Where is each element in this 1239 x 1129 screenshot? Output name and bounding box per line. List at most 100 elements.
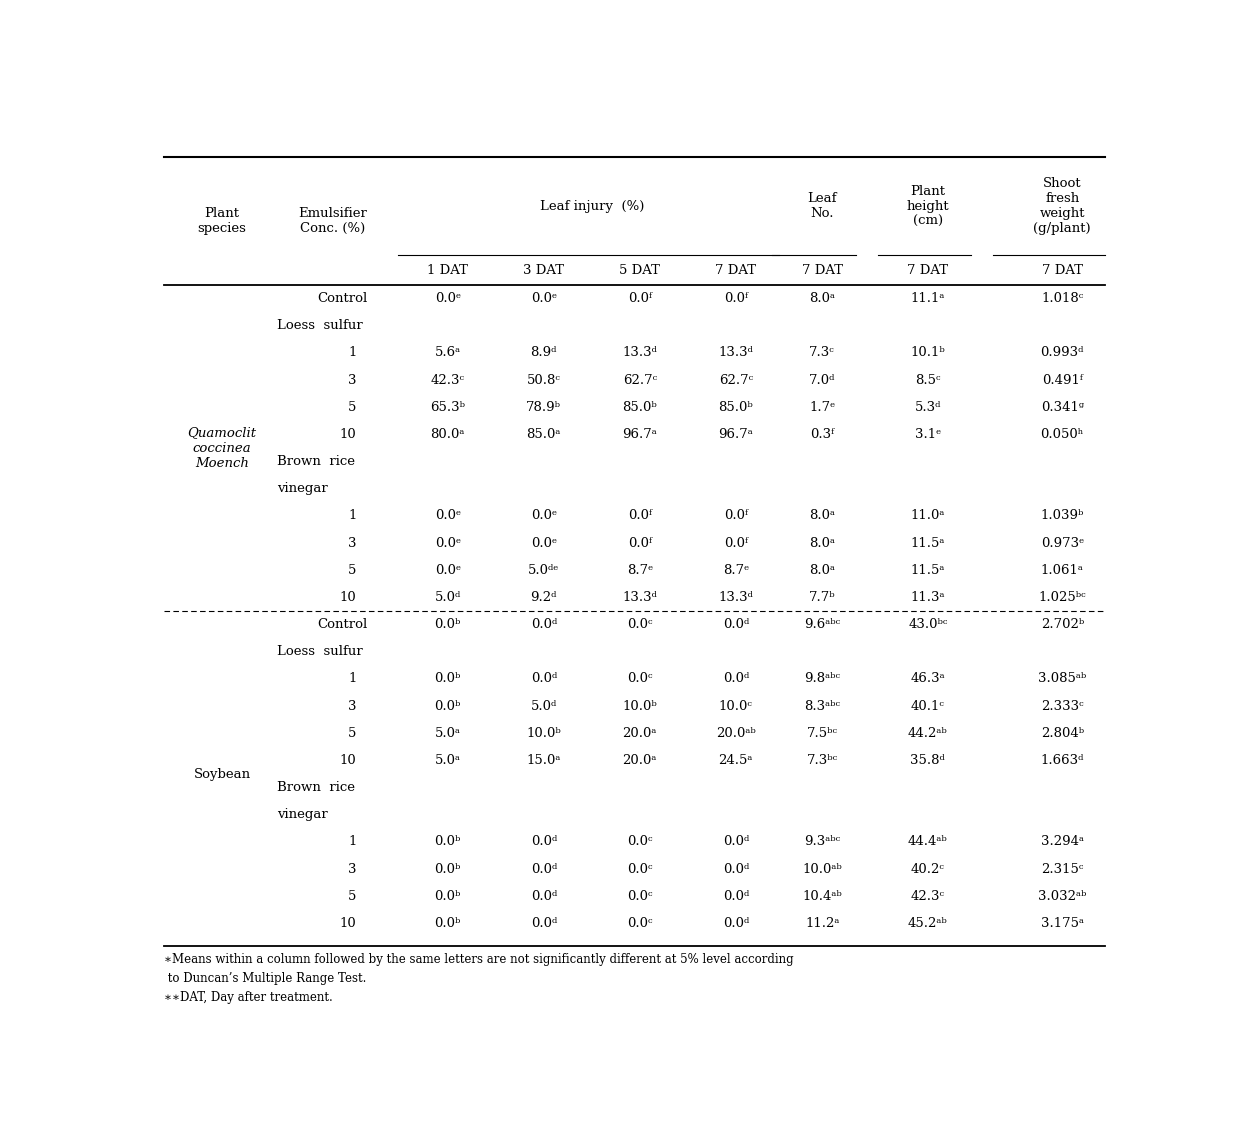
Text: 5: 5 xyxy=(348,563,357,577)
Text: 0.0ᶠ: 0.0ᶠ xyxy=(724,509,748,523)
Text: 5.6ᵃ: 5.6ᵃ xyxy=(435,347,461,359)
Text: 20.0ᵃᵇ: 20.0ᵃᵇ xyxy=(716,727,756,739)
Text: Plant
species: Plant species xyxy=(198,207,247,235)
Text: 5 DAT: 5 DAT xyxy=(620,264,660,277)
Text: 0.050ʰ: 0.050ʰ xyxy=(1041,428,1084,441)
Text: 13.3ᵈ: 13.3ᵈ xyxy=(719,590,753,604)
Text: 1.025ᵇᶜ: 1.025ᵇᶜ xyxy=(1038,590,1087,604)
Text: 5.0ᵃ: 5.0ᵃ xyxy=(435,727,461,739)
Text: 0.0ᵈ: 0.0ᵈ xyxy=(722,863,748,876)
Text: 42.3ᶜ: 42.3ᶜ xyxy=(431,374,465,386)
Text: 7.3ᵇᶜ: 7.3ᵇᶜ xyxy=(807,754,838,767)
Text: 0.0ᵉ: 0.0ᵉ xyxy=(530,536,556,550)
Text: 11.3ᵃ: 11.3ᵃ xyxy=(911,590,945,604)
Text: 3.032ᵃᵇ: 3.032ᵃᵇ xyxy=(1038,890,1087,903)
Text: 0.0ᶜ: 0.0ᶜ xyxy=(627,835,653,848)
Text: 11.1ᵃ: 11.1ᵃ xyxy=(911,292,945,305)
Text: 9.8ᵃᵇᶜ: 9.8ᵃᵇᶜ xyxy=(804,673,840,685)
Text: 44.2ᵃᵇ: 44.2ᵃᵇ xyxy=(908,727,948,739)
Text: 1: 1 xyxy=(348,673,357,685)
Text: 13.3ᵈ: 13.3ᵈ xyxy=(622,590,657,604)
Text: 0.0ᵉ: 0.0ᵉ xyxy=(530,509,556,523)
Text: 40.1ᶜ: 40.1ᶜ xyxy=(911,700,945,712)
Text: 42.3ᶜ: 42.3ᶜ xyxy=(911,890,945,903)
Text: 7 DAT: 7 DAT xyxy=(1042,264,1083,277)
Text: 80.0ᵃ: 80.0ᵃ xyxy=(431,428,465,441)
Text: 96.7ᵃ: 96.7ᵃ xyxy=(719,428,753,441)
Text: 10.4ᵃᵇ: 10.4ᵃᵇ xyxy=(803,890,843,903)
Text: 0.0ᵈ: 0.0ᵈ xyxy=(722,673,748,685)
Text: 0.0ᶠ: 0.0ᶠ xyxy=(628,292,652,305)
Text: 3: 3 xyxy=(348,536,357,550)
Text: Brown  rice: Brown rice xyxy=(276,455,354,469)
Text: 8.5ᶜ: 8.5ᶜ xyxy=(916,374,940,386)
Text: vinegar: vinegar xyxy=(276,482,327,496)
Text: 10.0ᵇ: 10.0ᵇ xyxy=(622,700,657,712)
Text: 0.0ᵉ: 0.0ᵉ xyxy=(435,292,461,305)
Text: 78.9ᵇ: 78.9ᵇ xyxy=(527,401,561,413)
Text: 0.0ᵉ: 0.0ᵉ xyxy=(435,509,461,523)
Text: 3: 3 xyxy=(348,863,357,876)
Text: 9.6ᵃᵇᶜ: 9.6ᵃᵇᶜ xyxy=(804,618,840,631)
Text: 0.491ᶠ: 0.491ᶠ xyxy=(1042,374,1083,386)
Text: 3.175ᵃ: 3.175ᵃ xyxy=(1041,917,1084,930)
Text: 0.0ᵉ: 0.0ᵉ xyxy=(435,563,461,577)
Text: 15.0ᵃ: 15.0ᵃ xyxy=(527,754,561,767)
Text: 62.7ᶜ: 62.7ᶜ xyxy=(623,374,657,386)
Text: 2.804ᵇ: 2.804ᵇ xyxy=(1041,727,1084,739)
Text: 0.0ᶜ: 0.0ᶜ xyxy=(627,618,653,631)
Text: 5: 5 xyxy=(348,727,357,739)
Text: 0.0ᵇ: 0.0ᵇ xyxy=(435,917,461,930)
Text: 9.3ᵃᵇᶜ: 9.3ᵃᵇᶜ xyxy=(804,835,840,848)
Text: 46.3ᵃ: 46.3ᵃ xyxy=(911,673,945,685)
Text: 0.0ᵈ: 0.0ᵈ xyxy=(530,917,556,930)
Text: Emulsifier
Conc. (%): Emulsifier Conc. (%) xyxy=(299,207,367,235)
Text: 10.0ᵃᵇ: 10.0ᵃᵇ xyxy=(803,863,843,876)
Text: 5.0ᵈᵉ: 5.0ᵈᵉ xyxy=(528,563,560,577)
Text: 7.3ᶜ: 7.3ᶜ xyxy=(809,347,835,359)
Text: 20.0ᵃ: 20.0ᵃ xyxy=(623,754,657,767)
Text: 0.0ᵈ: 0.0ᵈ xyxy=(722,917,748,930)
Text: 0.0ᶠ: 0.0ᶠ xyxy=(724,292,748,305)
Text: 65.3ᵇ: 65.3ᵇ xyxy=(430,401,465,413)
Text: 10.0ᵇ: 10.0ᵇ xyxy=(527,727,561,739)
Text: 5: 5 xyxy=(348,890,357,903)
Text: 0.0ᵈ: 0.0ᵈ xyxy=(530,835,556,848)
Text: 96.7ᵃ: 96.7ᵃ xyxy=(622,428,657,441)
Text: 0.0ᶜ: 0.0ᶜ xyxy=(627,890,653,903)
Text: 5.0ᵈ: 5.0ᵈ xyxy=(435,590,461,604)
Text: 7 DAT: 7 DAT xyxy=(802,264,843,277)
Text: 0.3ᶠ: 0.3ᶠ xyxy=(810,428,834,441)
Text: Brown  rice: Brown rice xyxy=(276,781,354,794)
Text: 11.2ᵃ: 11.2ᵃ xyxy=(805,917,839,930)
Text: 8.3ᵃᵇᶜ: 8.3ᵃᵇᶜ xyxy=(804,700,840,712)
Text: 10.0ᶜ: 10.0ᶜ xyxy=(719,700,753,712)
Text: 5.0ᵈ: 5.0ᵈ xyxy=(530,700,556,712)
Text: 0.0ᵇ: 0.0ᵇ xyxy=(435,835,461,848)
Text: 7 DAT: 7 DAT xyxy=(907,264,948,277)
Text: 10: 10 xyxy=(339,590,357,604)
Text: 0.0ᵈ: 0.0ᵈ xyxy=(530,863,556,876)
Text: 2.315ᶜ: 2.315ᶜ xyxy=(1041,863,1083,876)
Text: 3: 3 xyxy=(348,700,357,712)
Text: 0.0ᵉ: 0.0ᵉ xyxy=(530,292,556,305)
Text: 5.3ᵈ: 5.3ᵈ xyxy=(914,401,942,413)
Text: 0.0ᵈ: 0.0ᵈ xyxy=(530,673,556,685)
Text: 0.0ᵈ: 0.0ᵈ xyxy=(722,618,748,631)
Text: 7.5ᵇᶜ: 7.5ᵇᶜ xyxy=(807,727,838,739)
Text: 8.0ᵃ: 8.0ᵃ xyxy=(809,292,835,305)
Text: 13.3ᵈ: 13.3ᵈ xyxy=(622,347,657,359)
Text: 43.0ᵇᶜ: 43.0ᵇᶜ xyxy=(908,618,948,631)
Text: 2.333ᶜ: 2.333ᶜ xyxy=(1041,700,1084,712)
Text: Plant
height
(cm): Plant height (cm) xyxy=(907,185,949,228)
Text: 0.341ᵍ: 0.341ᵍ xyxy=(1041,401,1084,413)
Text: 8.7ᵉ: 8.7ᵉ xyxy=(627,563,653,577)
Text: ∗∗DAT, Day after treatment.: ∗∗DAT, Day after treatment. xyxy=(165,991,333,1005)
Text: Soybean: Soybean xyxy=(193,768,250,780)
Text: 3.1ᵉ: 3.1ᵉ xyxy=(914,428,940,441)
Text: 45.2ᵃᵇ: 45.2ᵃᵇ xyxy=(908,917,948,930)
Text: 7.0ᵈ: 7.0ᵈ xyxy=(809,374,835,386)
Text: 62.7ᶜ: 62.7ᶜ xyxy=(719,374,753,386)
Text: Quamoclit
coccinea
Moench: Quamoclit coccinea Moench xyxy=(187,427,256,470)
Text: 85.0ᵃ: 85.0ᵃ xyxy=(527,428,561,441)
